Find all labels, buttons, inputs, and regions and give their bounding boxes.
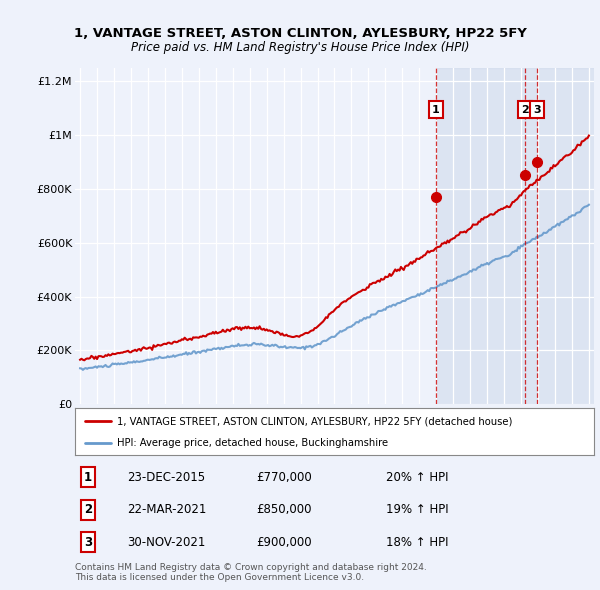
Text: 30-NOV-2021: 30-NOV-2021 — [127, 536, 205, 549]
Text: 1: 1 — [84, 471, 92, 484]
Text: 3: 3 — [84, 536, 92, 549]
Text: £850,000: £850,000 — [257, 503, 312, 516]
Text: HPI: Average price, detached house, Buckinghamshire: HPI: Average price, detached house, Buck… — [116, 438, 388, 448]
Text: 18% ↑ HPI: 18% ↑ HPI — [386, 536, 449, 549]
Text: 2: 2 — [521, 104, 529, 114]
Text: 23-DEC-2015: 23-DEC-2015 — [127, 471, 205, 484]
Text: Contains HM Land Registry data © Crown copyright and database right 2024.
This d: Contains HM Land Registry data © Crown c… — [75, 563, 427, 582]
Text: £770,000: £770,000 — [257, 471, 313, 484]
Text: 2: 2 — [84, 503, 92, 516]
Text: 22-MAR-2021: 22-MAR-2021 — [127, 503, 206, 516]
Text: 1, VANTAGE STREET, ASTON CLINTON, AYLESBURY, HP22 5FY (detached house): 1, VANTAGE STREET, ASTON CLINTON, AYLESB… — [116, 416, 512, 426]
Text: £900,000: £900,000 — [257, 536, 312, 549]
Bar — [436, 68, 598, 404]
Text: 3: 3 — [533, 104, 541, 114]
Text: Price paid vs. HM Land Registry's House Price Index (HPI): Price paid vs. HM Land Registry's House … — [131, 41, 469, 54]
Text: 1, VANTAGE STREET, ASTON CLINTON, AYLESBURY, HP22 5FY: 1, VANTAGE STREET, ASTON CLINTON, AYLESB… — [74, 27, 526, 40]
Text: 1: 1 — [432, 104, 440, 114]
Text: 20% ↑ HPI: 20% ↑ HPI — [386, 471, 449, 484]
Text: 19% ↑ HPI: 19% ↑ HPI — [386, 503, 449, 516]
